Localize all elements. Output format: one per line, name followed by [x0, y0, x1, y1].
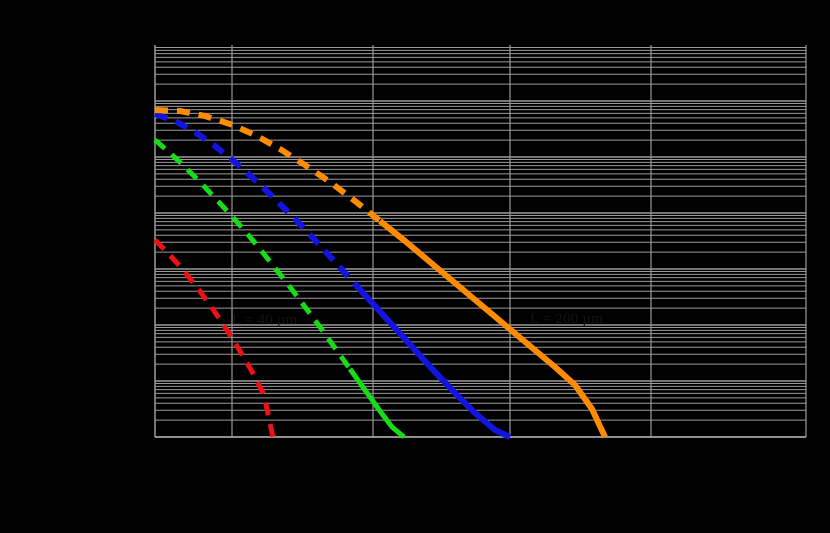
series-line-solid [380, 221, 605, 437]
annotation-label-right: L = 200 µm [530, 311, 603, 328]
data-series-layer [155, 110, 605, 437]
chart-figure: L = 40 µm L = 200 µm [0, 0, 830, 533]
series-line-dashed [155, 114, 355, 284]
series-orange-curve [155, 110, 605, 437]
plot-canvas [0, 0, 830, 533]
series-green-curve [155, 140, 404, 437]
annotation-label-left: L = 40 µm [232, 312, 297, 329]
